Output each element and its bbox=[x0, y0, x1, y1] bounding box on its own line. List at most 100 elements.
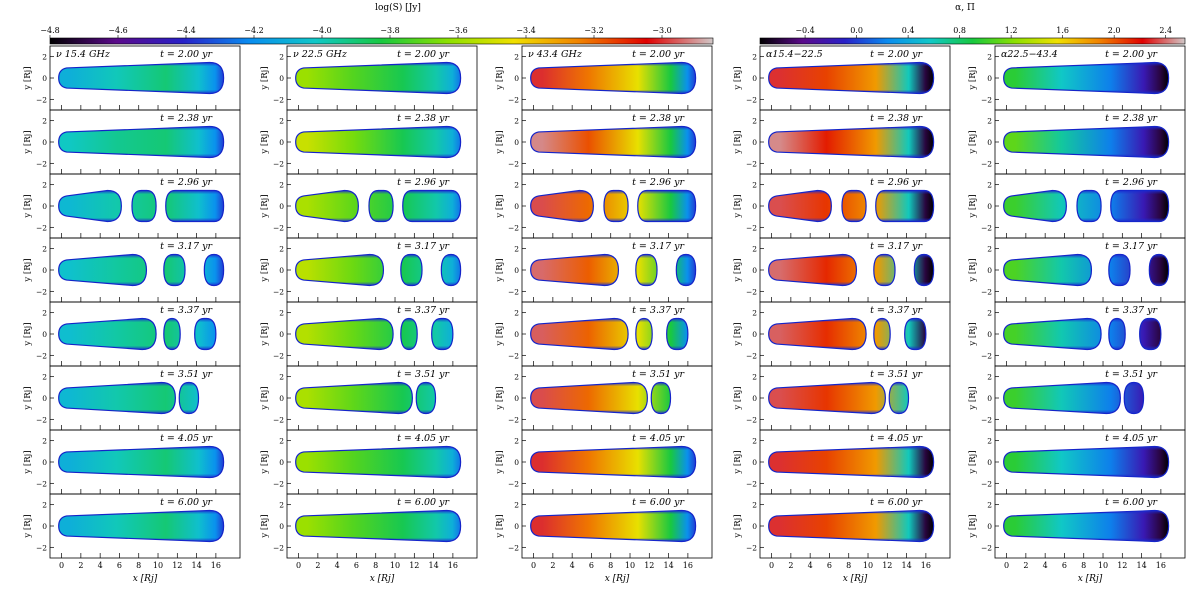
y-tick-label: 0 bbox=[752, 522, 757, 531]
column-label: ν 15.4 GHz bbox=[56, 49, 111, 60]
jet-segment-edge bbox=[165, 190, 224, 222]
y-tick-label: −2 bbox=[36, 95, 47, 104]
panel: −2 0 2 y [Rj] t = 2.96 yr bbox=[260, 173, 478, 239]
y-tick-label: 0 bbox=[279, 202, 284, 211]
y-tick-label: −2 bbox=[746, 223, 757, 232]
colorbar-tick-label: −3.8 bbox=[380, 26, 399, 35]
column-label: α22.5−43.4 bbox=[1001, 49, 1058, 60]
y-tick-label: 2 bbox=[752, 117, 757, 126]
jet-segment-edge bbox=[295, 62, 461, 94]
jet-segment-edge bbox=[530, 510, 696, 542]
x-tick-label: 2 bbox=[1023, 561, 1028, 570]
y-tick-label: 0 bbox=[987, 266, 992, 275]
y-tick-label: 2 bbox=[279, 117, 284, 126]
jet-segment-edge bbox=[163, 254, 186, 286]
panel: −2 0 2 y [Rj] t = 3.51 yr bbox=[260, 365, 478, 431]
jet-segment-edge bbox=[204, 254, 224, 286]
y-axis-label: y [Rj] bbox=[23, 450, 33, 474]
y-tick-label: 0 bbox=[42, 522, 47, 531]
x-tick-label: 4 bbox=[808, 561, 813, 570]
x-tick-label: 8 bbox=[1081, 561, 1086, 570]
time-label: t = 2.00 yr bbox=[160, 49, 213, 60]
x-tick-label: 10 bbox=[153, 561, 163, 570]
y-tick-label: 2 bbox=[514, 309, 519, 318]
panel: −2 0 2 y [Rj] t = 3.37 yr bbox=[733, 301, 951, 367]
y-axis-label: y [Rj] bbox=[23, 386, 33, 410]
jet-segment-edge bbox=[768, 126, 934, 158]
y-tick-label: −2 bbox=[508, 223, 519, 232]
jet-segment-edge bbox=[603, 190, 629, 222]
flux-colorbar bbox=[49, 37, 714, 45]
time-label: t = 3.37 yr bbox=[1105, 305, 1158, 316]
y-tick-label: −2 bbox=[273, 479, 284, 488]
x-tick-label: 2 bbox=[788, 561, 793, 570]
y-tick-label: −2 bbox=[508, 351, 519, 360]
y-tick-label: 2 bbox=[279, 501, 284, 510]
y-tick-label: 2 bbox=[42, 181, 47, 190]
jet-segment-edge bbox=[194, 318, 216, 350]
y-tick-label: −2 bbox=[36, 287, 47, 296]
y-axis-label: y [Rj] bbox=[260, 130, 270, 154]
y-tick-label: 2 bbox=[752, 437, 757, 446]
y-tick-label: 0 bbox=[514, 138, 519, 147]
x-tick-label: 4 bbox=[335, 561, 340, 570]
x-tick-label: 8 bbox=[373, 561, 378, 570]
time-label: t = 2.96 yr bbox=[397, 177, 450, 188]
y-tick-label: 0 bbox=[752, 202, 757, 211]
y-tick-label: 2 bbox=[752, 501, 757, 510]
colorbar-tick-label: 2.4 bbox=[1159, 26, 1172, 35]
y-tick-label: 2 bbox=[279, 53, 284, 62]
panel: −2 0 2 y [Rj] t = 2.00 yr ν 22.5 GHz bbox=[260, 45, 478, 111]
x-tick-label: 16 bbox=[211, 561, 221, 570]
y-tick-label: 2 bbox=[42, 437, 47, 446]
panel: −2 0 2 y [Rj] t = 2.38 yr bbox=[733, 109, 951, 175]
y-tick-label: 0 bbox=[279, 522, 284, 531]
jet-segment-edge bbox=[58, 62, 224, 94]
y-tick-label: −2 bbox=[273, 287, 284, 296]
jet-segment-edge bbox=[635, 318, 653, 350]
panel: 0 2 4 6 8 10 12 14 16 −2 0 2 y [Rj] t = 6.00 yr bbox=[23, 493, 241, 570]
time-label: t = 4.05 yr bbox=[397, 433, 450, 444]
colorbar-tick-label: −4.6 bbox=[108, 26, 127, 35]
alpha-colorbar-label: α, Π bbox=[955, 3, 975, 13]
time-label: t = 2.00 yr bbox=[870, 49, 923, 60]
panel: −2 0 2 y [Rj] t = 3.51 yr bbox=[968, 365, 1186, 431]
panel: −2 0 2 y [Rj] t = 4.05 yr bbox=[23, 429, 241, 495]
jet-segment-edge bbox=[295, 318, 394, 350]
y-axis-label: y [Rj] bbox=[260, 194, 270, 218]
y-tick-label: 0 bbox=[514, 74, 519, 83]
panel: −2 0 2 y [Rj] t = 4.05 yr bbox=[733, 429, 951, 495]
colorbar-tick-label: −0.4 bbox=[795, 26, 814, 35]
time-label: t = 3.51 yr bbox=[1105, 369, 1158, 380]
jet-segment-edge bbox=[530, 318, 629, 350]
jet-segment-edge bbox=[768, 62, 934, 94]
jet-segment-edge bbox=[402, 190, 461, 222]
jet-segment-edge bbox=[431, 318, 453, 350]
panel: −2 0 2 y [Rj] t = 3.51 yr bbox=[23, 365, 241, 431]
panel-column-a22: −2 0 2 y [Rj] t = 2.00 yr α22.5−43.4 −2 0 2 y [Rj… bbox=[968, 45, 1186, 584]
jet-segment-edge bbox=[416, 382, 436, 414]
x-tick-label: 2 bbox=[78, 561, 83, 570]
panel: −2 0 2 y [Rj] t = 2.96 yr bbox=[23, 173, 241, 239]
jet-segment-edge bbox=[1003, 510, 1169, 542]
y-tick-label: 0 bbox=[752, 394, 757, 403]
x-tick-label: 4 bbox=[570, 561, 575, 570]
y-axis-label: y [Rj] bbox=[968, 130, 978, 154]
colorbar-tick-label: −4.4 bbox=[176, 26, 195, 35]
y-tick-label: 2 bbox=[987, 245, 992, 254]
y-tick-label: 2 bbox=[279, 373, 284, 382]
x-tick-label: 12 bbox=[882, 561, 892, 570]
jet-segment-edge bbox=[1076, 190, 1102, 222]
x-tick-label: 6 bbox=[1062, 561, 1067, 570]
y-axis-label: y [Rj] bbox=[968, 258, 978, 282]
time-label: t = 2.38 yr bbox=[397, 113, 450, 124]
jet-segment-edge bbox=[666, 318, 688, 350]
time-label: t = 4.05 yr bbox=[160, 433, 213, 444]
jet-segment-edge bbox=[530, 62, 696, 94]
jet-segment-edge bbox=[651, 382, 671, 414]
panel: 0 2 4 6 8 10 12 14 16 −2 0 2 y [Rj] t = 6.00 yr bbox=[260, 493, 478, 570]
time-label: t = 3.17 yr bbox=[632, 241, 685, 252]
alpha-colorbar bbox=[759, 37, 1186, 45]
time-label: t = 2.00 yr bbox=[632, 49, 685, 60]
panel: −2 0 2 y [Rj] t = 3.51 yr bbox=[495, 365, 713, 431]
